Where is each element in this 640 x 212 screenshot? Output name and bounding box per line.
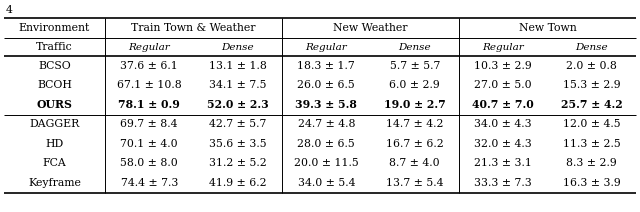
Text: 41.9 ± 6.2: 41.9 ± 6.2 — [209, 178, 267, 188]
Text: 5.7 ± 5.7: 5.7 ± 5.7 — [390, 61, 440, 71]
Text: Dense: Dense — [575, 42, 608, 52]
Text: 4: 4 — [6, 5, 13, 15]
Text: 13.7 ± 5.4: 13.7 ± 5.4 — [386, 178, 444, 188]
Text: 8.3 ± 2.9: 8.3 ± 2.9 — [566, 158, 617, 168]
Text: 31.2 ± 5.2: 31.2 ± 5.2 — [209, 158, 267, 168]
Text: 37.6 ± 6.1: 37.6 ± 6.1 — [120, 61, 178, 71]
Text: Keyframe: Keyframe — [28, 178, 81, 188]
Text: FCA: FCA — [43, 158, 67, 168]
Text: 39.3 ± 5.8: 39.3 ± 5.8 — [295, 99, 357, 110]
Text: Traffic: Traffic — [36, 42, 73, 52]
Text: 70.1 ± 4.0: 70.1 ± 4.0 — [120, 139, 178, 149]
Text: 28.0 ± 6.5: 28.0 ± 6.5 — [298, 139, 355, 149]
Text: 78.1 ± 0.9: 78.1 ± 0.9 — [118, 99, 180, 110]
Text: BCOH: BCOH — [37, 80, 72, 90]
Text: Regular: Regular — [305, 42, 347, 52]
Text: 42.7 ± 5.7: 42.7 ± 5.7 — [209, 119, 266, 129]
Text: 52.0 ± 2.3: 52.0 ± 2.3 — [207, 99, 269, 110]
Text: 24.7 ± 4.8: 24.7 ± 4.8 — [298, 119, 355, 129]
Text: 20.0 ± 11.5: 20.0 ± 11.5 — [294, 158, 358, 168]
Text: 32.0 ± 4.3: 32.0 ± 4.3 — [474, 139, 532, 149]
Text: 16.7 ± 6.2: 16.7 ± 6.2 — [386, 139, 444, 149]
Text: 12.0 ± 4.5: 12.0 ± 4.5 — [563, 119, 621, 129]
Text: 14.7 ± 4.2: 14.7 ± 4.2 — [386, 119, 444, 129]
Text: 11.3 ± 2.5: 11.3 ± 2.5 — [563, 139, 621, 149]
Text: 10.3 ± 2.9: 10.3 ± 2.9 — [474, 61, 532, 71]
Text: 27.0 ± 5.0: 27.0 ± 5.0 — [474, 80, 532, 90]
Text: OURS: OURS — [36, 99, 72, 110]
Text: 67.1 ± 10.8: 67.1 ± 10.8 — [117, 80, 182, 90]
Text: 18.3 ± 1.7: 18.3 ± 1.7 — [298, 61, 355, 71]
Text: 34.1 ± 7.5: 34.1 ± 7.5 — [209, 80, 266, 90]
Text: 6.0 ± 2.9: 6.0 ± 2.9 — [389, 80, 440, 90]
Text: BCSO: BCSO — [38, 61, 71, 71]
Text: Environment: Environment — [19, 23, 90, 33]
Text: 74.4 ± 7.3: 74.4 ± 7.3 — [120, 178, 178, 188]
Text: 33.3 ± 7.3: 33.3 ± 7.3 — [474, 178, 532, 188]
Text: New Town: New Town — [518, 23, 577, 33]
Text: 8.7 ± 4.0: 8.7 ± 4.0 — [389, 158, 440, 168]
Text: Train Town & Weather: Train Town & Weather — [131, 23, 256, 33]
Text: 19.0 ± 2.7: 19.0 ± 2.7 — [384, 99, 445, 110]
Text: 2.0 ± 0.8: 2.0 ± 0.8 — [566, 61, 617, 71]
Text: Dense: Dense — [221, 42, 254, 52]
Text: 26.0 ± 6.5: 26.0 ± 6.5 — [298, 80, 355, 90]
Text: 34.0 ± 4.3: 34.0 ± 4.3 — [474, 119, 532, 129]
Text: 25.7 ± 4.2: 25.7 ± 4.2 — [561, 99, 623, 110]
Text: DAGGER: DAGGER — [29, 119, 79, 129]
Text: HD: HD — [45, 139, 63, 149]
Text: 69.7 ± 8.4: 69.7 ± 8.4 — [120, 119, 178, 129]
Text: 58.0 ± 8.0: 58.0 ± 8.0 — [120, 158, 178, 168]
Text: 35.6 ± 3.5: 35.6 ± 3.5 — [209, 139, 267, 149]
Text: Regular: Regular — [483, 42, 524, 52]
Text: 21.3 ± 3.1: 21.3 ± 3.1 — [474, 158, 532, 168]
Text: 15.3 ± 2.9: 15.3 ± 2.9 — [563, 80, 621, 90]
Text: 16.3 ± 3.9: 16.3 ± 3.9 — [563, 178, 621, 188]
Text: New Weather: New Weather — [333, 23, 408, 33]
Text: 13.1 ± 1.8: 13.1 ± 1.8 — [209, 61, 267, 71]
Text: Regular: Regular — [129, 42, 170, 52]
Text: 40.7 ± 7.0: 40.7 ± 7.0 — [472, 99, 534, 110]
Text: Dense: Dense — [399, 42, 431, 52]
Text: 34.0 ± 5.4: 34.0 ± 5.4 — [298, 178, 355, 188]
